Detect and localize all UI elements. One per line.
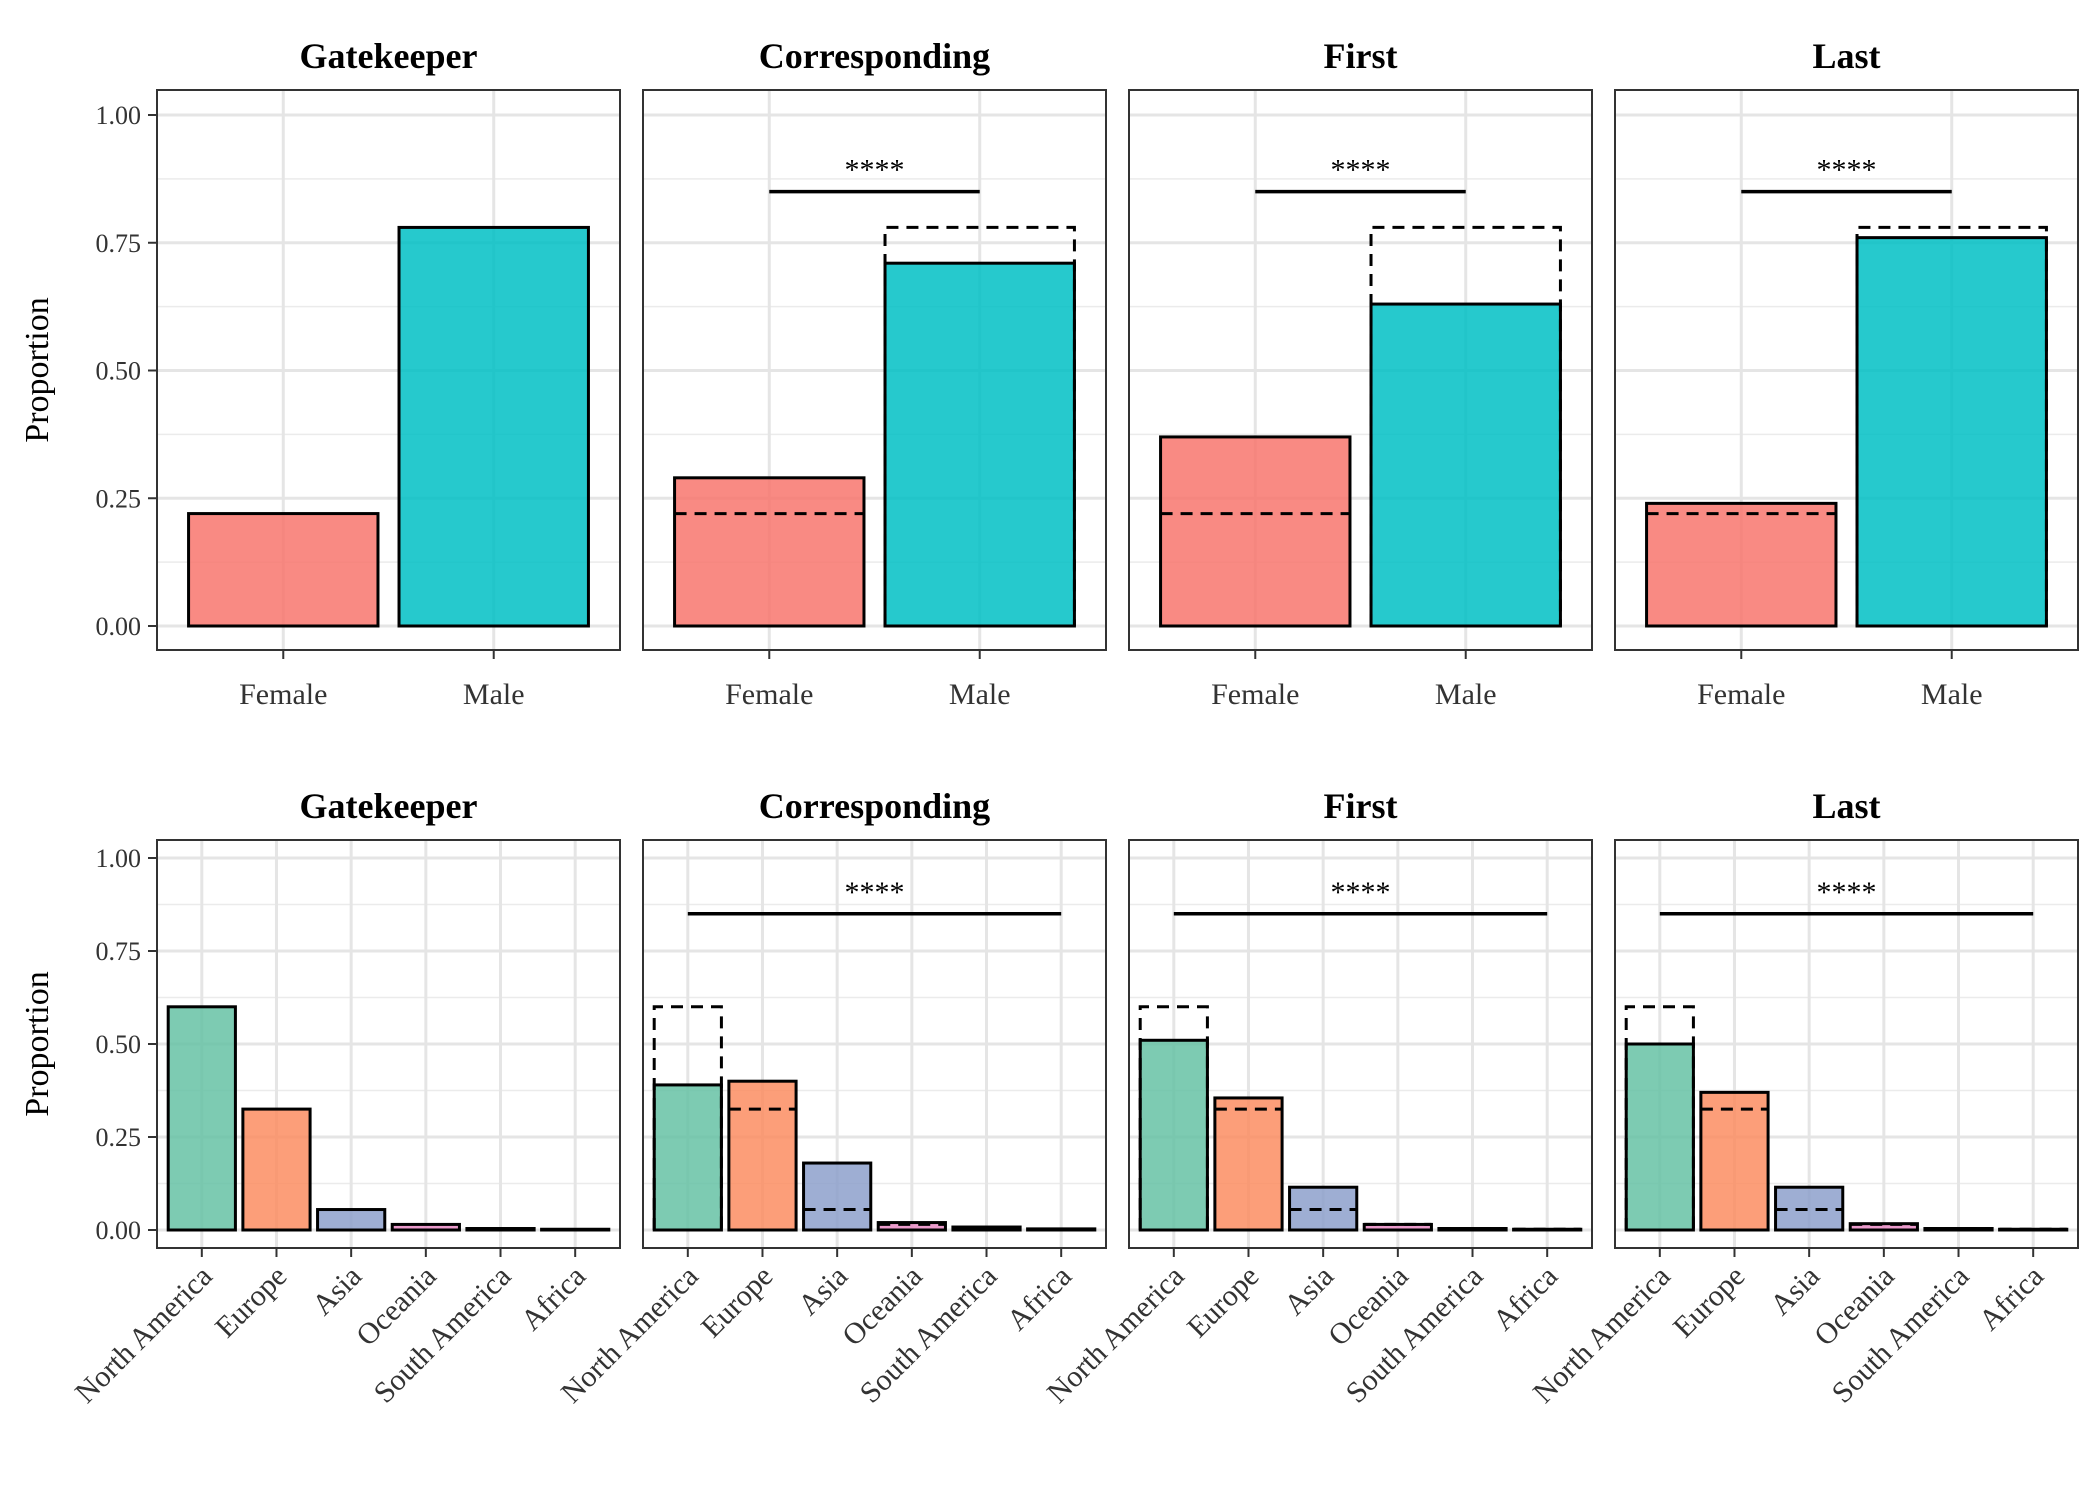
significance-label: ****	[1331, 876, 1391, 909]
bar-oceania	[390, 1222, 461, 1232]
reference-outline-north-america	[652, 1005, 723, 1230]
x-tick-label: Africa	[1487, 1260, 1565, 1338]
y-tick-label: 0.00	[96, 1216, 142, 1245]
facet-title: Gatekeeper	[300, 36, 478, 76]
panel-border	[1128, 89, 1593, 651]
facet-title: Gatekeeper	[300, 786, 478, 826]
y-tick-label: 0.00	[96, 612, 142, 641]
panel-continent-gatekeeper: Gatekeeper 0.00 0.25 0.50 0.75 1.00 Proportion…	[19, 786, 621, 1410]
significance-label: ****	[845, 876, 905, 909]
panel-border	[642, 89, 1107, 651]
x-tick-label: Europe	[1181, 1260, 1266, 1345]
facet-title: First	[1324, 36, 1398, 76]
bar-europe	[1213, 1096, 1284, 1232]
bar-oceania	[876, 1221, 947, 1232]
bar-europe	[727, 1079, 798, 1232]
x-tick-label: Male	[1921, 678, 1983, 711]
bar-north-america	[1138, 1038, 1209, 1232]
bar-north-america	[166, 1005, 237, 1232]
panel-border	[1614, 89, 2079, 651]
y-tick-label: 0.50	[96, 357, 142, 386]
bar-male	[883, 261, 1076, 628]
y-tick-label: 0.75	[96, 229, 142, 258]
panel-border	[1128, 839, 1593, 1249]
bar-male	[1369, 302, 1562, 628]
y-tick-label: 1.00	[96, 844, 142, 873]
significance-label: ****	[845, 154, 905, 187]
significance-label: ****	[1817, 876, 1877, 909]
y-tick-label: 0.25	[96, 1123, 142, 1152]
panel-border	[642, 839, 1107, 1249]
facet-title: Corresponding	[759, 36, 990, 76]
x-tick-label: North America	[69, 1260, 219, 1410]
y-tick-label: 0.75	[96, 937, 142, 966]
bar-europe	[1699, 1090, 1770, 1232]
facet-title: Corresponding	[759, 786, 990, 826]
bar-female	[187, 512, 380, 628]
y-tick-label: 0.50	[96, 1030, 142, 1059]
reference-outline-male	[1855, 225, 2048, 626]
x-tick-label: Africa	[515, 1260, 593, 1338]
reference-outline-male	[1369, 225, 1562, 626]
y-tick-label: 0.25	[96, 484, 142, 513]
reference-outline-north-america	[1138, 1005, 1209, 1230]
panel-gender-last: Last **** Female Male	[1614, 36, 2079, 711]
bar-male	[1855, 236, 2048, 628]
bar-female	[1645, 501, 1838, 628]
bar-oceania	[1848, 1222, 1919, 1232]
x-tick-label: Asia	[792, 1260, 854, 1322]
x-tick-label: Asia	[1278, 1260, 1340, 1322]
x-tick-label: Africa	[1973, 1260, 2051, 1338]
bar-asia	[316, 1208, 387, 1232]
x-tick-label: Africa	[1001, 1260, 1079, 1338]
reference-outline-north-america	[1624, 1005, 1695, 1230]
panel-gender-corresponding: Corresponding **** Female Male	[642, 36, 1107, 711]
y-axis-title: Proportion	[19, 971, 56, 1116]
x-tick-label: Asia	[1764, 1260, 1826, 1322]
x-tick-label: Europe	[695, 1260, 780, 1345]
x-tick-label: Male	[1435, 678, 1497, 711]
x-tick-label: Male	[463, 678, 525, 711]
x-tick-label: Female	[239, 678, 327, 711]
panel-gender-first: First **** Female Male	[1128, 36, 1593, 711]
bar-female	[1159, 435, 1352, 628]
bar-oceania	[1362, 1222, 1433, 1232]
bar-north-america	[1624, 1042, 1695, 1232]
facet-title: First	[1324, 786, 1398, 826]
x-tick-label: Asia	[306, 1260, 368, 1322]
y-tick-label: 1.00	[96, 101, 142, 130]
facet-title: Last	[1812, 36, 1880, 76]
panel-gender-gatekeeper: Gatekeeper 0.00 0.25 0.50 0.75 1.00 Proportion…	[19, 36, 621, 711]
x-tick-label: Female	[1697, 678, 1785, 711]
bar-africa	[540, 1227, 611, 1232]
y-axis-title: Proportion	[19, 297, 56, 442]
reference-outline-male	[883, 225, 1076, 626]
bar-north-america	[652, 1083, 723, 1232]
bar-europe	[241, 1107, 312, 1232]
x-tick-label: Male	[949, 678, 1011, 711]
bar-south-america	[465, 1227, 536, 1232]
significance-label: ****	[1331, 154, 1391, 187]
facet-title: Last	[1812, 786, 1880, 826]
bar-male	[397, 225, 590, 628]
bar-female	[673, 476, 866, 628]
x-tick-label: Europe	[209, 1260, 294, 1345]
panel-border	[1614, 839, 2079, 1249]
x-tick-label: Female	[1211, 678, 1299, 711]
significance-label: ****	[1817, 154, 1877, 187]
x-tick-label: Europe	[1667, 1260, 1752, 1345]
x-tick-label: Female	[725, 678, 813, 711]
bar-asia	[802, 1161, 873, 1232]
